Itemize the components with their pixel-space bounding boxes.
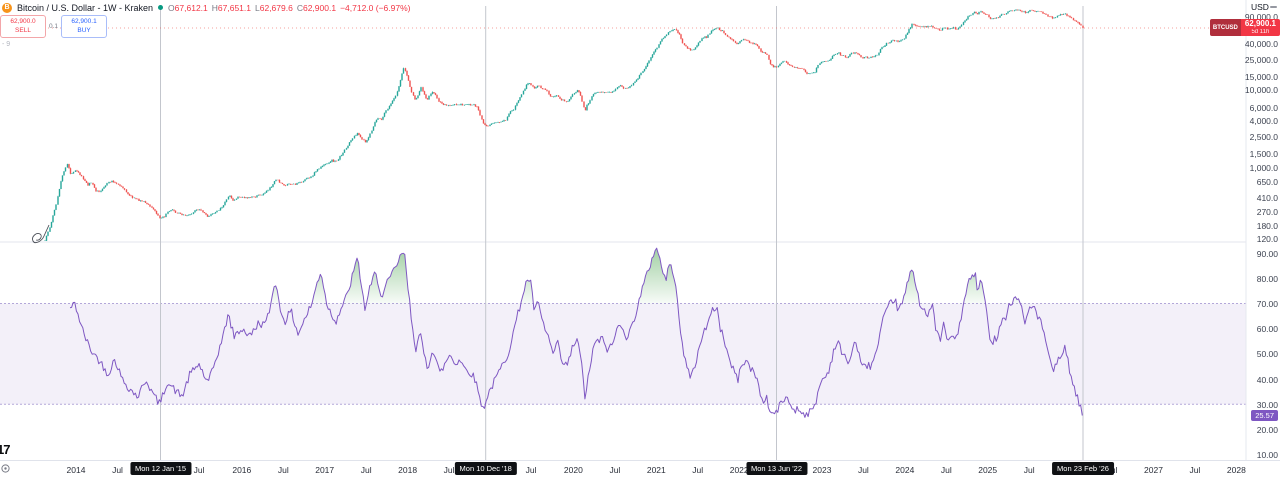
- time-axis-label: 2017: [315, 465, 335, 475]
- time-axis-label: Jul: [609, 465, 621, 475]
- time-axis-label: 2016: [232, 465, 252, 475]
- candle-wicks-down: [68, 9, 1084, 219]
- time-axis-label: 2021: [646, 465, 666, 475]
- ohlc-o: O67,612.1: [168, 2, 208, 13]
- date-marker-badge: Mon 10 Dec '18: [454, 462, 517, 475]
- price-axis-label: 650.0: [1256, 177, 1278, 188]
- price-axis-label: 40,000.0: [1244, 38, 1278, 49]
- time-axis-label: Jul: [857, 465, 869, 475]
- trade-widget: 62,900.0 SELL 0.1 62,900.1 BUY: [0, 15, 108, 38]
- rsi-line: [69, 247, 1083, 418]
- market-open-dot-icon: [158, 5, 164, 10]
- time-axis-label: 2025: [978, 465, 998, 475]
- candle-bodies-down: [68, 9, 1084, 219]
- buy-button[interactable]: 62,900.1 BUY: [61, 15, 108, 38]
- tradingview-logo[interactable]: 17: [0, 442, 11, 457]
- price-axis-label: 2,500.0: [1249, 132, 1278, 143]
- time-axis-label: Jul: [1189, 465, 1201, 475]
- ohlc-l: L62,679.6: [255, 2, 293, 13]
- time-axis-label: 2020: [563, 465, 583, 475]
- time-axis-label: 2018: [398, 465, 418, 475]
- rsi-axis-label: 10.00: [1256, 450, 1278, 461]
- rsi-axis-label: 30.00: [1256, 399, 1278, 410]
- sell-label: SELL: [15, 26, 31, 34]
- time-axis-label: 2024: [895, 465, 915, 475]
- price-axis-label: 1,500.0: [1249, 149, 1278, 160]
- rsi-axis-label: 60.00: [1256, 324, 1278, 335]
- rsi-band: [0, 303, 1246, 405]
- price-axis-label: 410.0: [1256, 192, 1278, 203]
- candle-wicks-up: [44, 9, 1066, 241]
- time-axis-label: Jul: [1023, 465, 1035, 475]
- price-axis-label: 10,000.0: [1244, 85, 1278, 96]
- rsi-axis-label: 80.00: [1256, 273, 1278, 284]
- price-axis-label: 25,000.0: [1244, 54, 1278, 65]
- rsi-axis-label: 70.00: [1256, 299, 1278, 309]
- brush-doodle-drawing: [32, 224, 50, 244]
- time-axis-label: Jul: [112, 465, 123, 475]
- change-value: −4,712.0 (−6.97%): [340, 2, 411, 13]
- ohlc-c: C62,900.1: [296, 2, 337, 13]
- bar-countdown: 5d 11h: [1251, 28, 1270, 35]
- price-axis-currency: USD: [1251, 2, 1269, 12]
- price-axis-label: 6,000.0: [1249, 102, 1278, 113]
- price-axis-label: 180.0: [1256, 220, 1278, 231]
- rsi-axis-label: 90.00: [1256, 248, 1278, 259]
- rsi-value-badge: 25.57: [1251, 409, 1278, 421]
- time-axis-label: 2028: [1226, 465, 1246, 475]
- last-price-symbol: BTCUSD: [1209, 19, 1241, 37]
- symbol-legend: B Bitcoin / U.S. Dollar - 1W - Kraken O6…: [2, 2, 410, 13]
- buy-price: 62,900.1: [71, 18, 97, 26]
- time-axis-label: Jul: [360, 465, 372, 475]
- time-axis-label: Jul: [692, 465, 704, 475]
- last-price-badge: BTCUSD 62,900.1 5d 11h: [1209, 19, 1280, 37]
- candle-bodies-up: [44, 9, 1067, 241]
- sell-price: 62,900.0: [10, 18, 36, 26]
- price-axis-label: 270.0: [1256, 207, 1278, 218]
- gear-icon[interactable]: [0, 463, 11, 474]
- time-axis-label: 2014: [66, 465, 86, 475]
- time-axis-label: 2023: [812, 465, 832, 475]
- price-axis-label: 4,000.0: [1249, 116, 1278, 127]
- date-marker-badge: Mon 13 Jun '22: [745, 462, 808, 475]
- ohlc-h: H67,651.1: [211, 2, 251, 13]
- rsi-axis-label: 50.00: [1256, 349, 1278, 360]
- time-axis-label: Jul: [940, 465, 952, 475]
- date-marker-badge: Mon 12 Jan '15: [129, 462, 192, 475]
- time-axis-label: Jul: [277, 465, 289, 475]
- time-axis-label: Jul: [443, 465, 455, 475]
- time-axis-label: 2027: [1144, 465, 1163, 475]
- axis-collapse-icon[interactable]: [1270, 6, 1277, 8]
- price-axis-label: 15,000.0: [1244, 71, 1278, 82]
- symbol-title[interactable]: Bitcoin / U.S. Dollar - 1W - Kraken: [17, 2, 154, 13]
- sell-button[interactable]: 62,900.0 SELL: [0, 15, 46, 38]
- object-count: - 9: [2, 41, 11, 48]
- price-axis[interactable]: USD 90,000.0 40,000.0 25,000.0 15,000.0 10,0…: [1244, 0, 1280, 461]
- time-axis[interactable]: 2014 Jul Jul 2016 Jul 2017 Jul 2018 Jul Jul 2020 Ju…: [0, 460, 1280, 477]
- date-marker-badge: Mon 23 Feb '26: [1052, 462, 1114, 475]
- rsi-overbought-fill: [70, 248, 1083, 304]
- ohlc-values: O67,612.1 H67,651.1 L62,679.6 C62,900.1 −4,7…: [168, 3, 410, 13]
- time-axis-label: Jul: [525, 465, 537, 475]
- bitcoin-logo-icon: B: [2, 2, 12, 13]
- time-axis-label: Jul: [193, 465, 205, 475]
- last-price-value: 62,900.1: [1244, 19, 1276, 29]
- spread-value: 0.1: [49, 23, 59, 30]
- buy-label: BUY: [77, 26, 91, 34]
- price-axis-label: 1,000.0: [1249, 162, 1278, 173]
- rsi-axis-label: 40.00: [1256, 374, 1278, 385]
- price-axis-label: 120.0: [1256, 234, 1278, 245]
- time-axis-label: 2022: [729, 465, 749, 475]
- price-axis-label: 90,000.0: [1244, 11, 1278, 22]
- rsi-axis-label: 20.00: [1256, 425, 1278, 435]
